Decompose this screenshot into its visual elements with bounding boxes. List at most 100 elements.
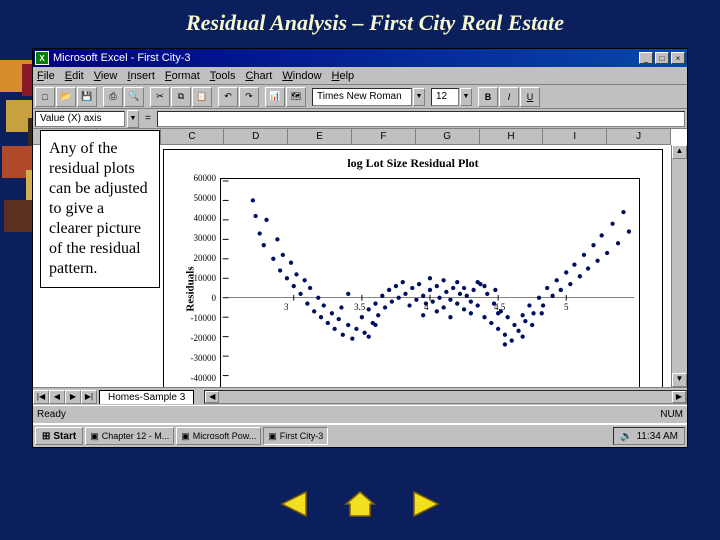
tray-icon[interactable]: 🔊: [620, 431, 632, 442]
x-tick-label: 3.5: [354, 302, 365, 312]
plot-area: [220, 178, 640, 387]
tab-prev-icon[interactable]: ◀: [49, 390, 65, 404]
menu-tools[interactable]: Tools: [210, 70, 236, 82]
chart-icon[interactable]: 📊: [265, 87, 285, 107]
column-header[interactable]: D: [224, 129, 288, 144]
clock: 11:34 AM: [636, 431, 678, 442]
menu-format[interactable]: Format: [165, 70, 200, 82]
scatter-plot: [221, 179, 639, 387]
formula-input[interactable]: [157, 111, 685, 127]
menu-edit[interactable]: Edit: [65, 70, 84, 82]
x-tick-label: 5: [564, 302, 569, 312]
excel-icon: X: [35, 51, 49, 65]
x-tick-label: 4: [424, 302, 429, 312]
y-tick-label: 60000: [184, 173, 216, 183]
font-size-box[interactable]: 12: [431, 88, 459, 106]
formula-bar: Value (X) axis ▼ =: [33, 109, 687, 129]
slide-nav: [276, 488, 444, 520]
horizontal-scrollbar[interactable]: ◀▶: [204, 390, 687, 404]
name-box[interactable]: Value (X) axis: [35, 111, 125, 127]
status-left: Ready: [37, 409, 66, 420]
triangle-left-icon: [276, 488, 312, 520]
y-tick-label: 50000: [184, 193, 216, 203]
y-tick-label: 10000: [184, 273, 216, 283]
print-icon[interactable]: ⎙: [103, 87, 123, 107]
close-button[interactable]: ×: [671, 52, 685, 64]
y-tick-label: 20000: [184, 253, 216, 263]
column-header[interactable]: H: [480, 129, 544, 144]
menu-insert[interactable]: Insert: [127, 70, 155, 82]
name-dropdown-icon[interactable]: ▼: [127, 110, 139, 128]
font-dropdown-icon[interactable]: ▼: [413, 88, 425, 106]
copy-icon[interactable]: ⧉: [171, 87, 191, 107]
size-dropdown-icon[interactable]: ▼: [460, 88, 472, 106]
app-icon: ▣: [181, 431, 190, 442]
save-icon[interactable]: 💾: [77, 87, 97, 107]
tab-last-icon[interactable]: ▶|: [81, 390, 97, 404]
chart-title: log Lot Size Residual Plot: [164, 156, 662, 171]
preview-icon[interactable]: 🔍: [124, 87, 144, 107]
new-icon[interactable]: □: [35, 87, 55, 107]
taskbar-item-label: First City-3: [280, 431, 324, 441]
x-tick-label: 4.5: [494, 302, 505, 312]
column-header[interactable]: C: [161, 129, 225, 144]
column-header[interactable]: G: [416, 129, 480, 144]
standard-toolbar: □ 📂 💾 ⎙ 🔍 ✂ ⧉ 📋 ↶ ↷ 📊 🗺 Times New Roman …: [33, 85, 687, 109]
status-right: NUM: [660, 409, 683, 420]
map-icon[interactable]: 🗺: [286, 87, 306, 107]
menu-file[interactable]: File: [37, 70, 55, 82]
y-tick-label: 0: [184, 293, 216, 303]
font-name-box[interactable]: Times New Roman: [312, 88, 412, 106]
tab-next-icon[interactable]: ▶: [65, 390, 81, 404]
minimize-button[interactable]: _: [639, 52, 653, 64]
triangle-right-icon: [408, 488, 444, 520]
taskbar-item[interactable]: ▣Chapter 12 - M...: [85, 427, 174, 445]
column-header[interactable]: J: [607, 129, 671, 144]
callout-text: Any of the residual plots can be adjuste…: [49, 140, 148, 277]
open-icon[interactable]: 📂: [56, 87, 76, 107]
undo-icon[interactable]: ↶: [218, 87, 238, 107]
chart-object[interactable]: log Lot Size Residual Plot Residuals log…: [163, 149, 663, 387]
window-title: Microsoft Excel - First City-3: [53, 52, 639, 64]
redo-icon[interactable]: ↷: [239, 87, 259, 107]
cut-icon[interactable]: ✂: [150, 87, 170, 107]
prev-slide-button[interactable]: [276, 488, 312, 520]
maximize-button[interactable]: □: [655, 52, 669, 64]
vertical-scrollbar[interactable]: ▲▼: [671, 145, 687, 387]
menu-view[interactable]: View: [94, 70, 118, 82]
x-tick-label: 3: [284, 302, 289, 312]
taskbar: ⊞ Start ▣Chapter 12 - M...▣Microsoft Pow…: [33, 423, 687, 447]
column-header[interactable]: F: [352, 129, 416, 144]
tab-nav: |◀ ◀ ▶ ▶|: [33, 390, 97, 404]
task-items: ▣Chapter 12 - M...▣Microsoft Pow...▣Firs…: [85, 427, 328, 445]
tab-first-icon[interactable]: |◀: [33, 390, 49, 404]
menu-chart[interactable]: Chart: [245, 70, 272, 82]
paste-icon[interactable]: 📋: [192, 87, 212, 107]
system-tray: 🔊 11:34 AM: [613, 427, 685, 445]
bold-icon[interactable]: B: [478, 87, 498, 107]
start-button[interactable]: ⊞ Start: [35, 427, 83, 445]
menu-window[interactable]: Window: [282, 70, 321, 82]
column-header[interactable]: E: [288, 129, 352, 144]
menu-help[interactable]: Help: [332, 70, 355, 82]
underline-icon[interactable]: U: [520, 87, 540, 107]
app-icon: ▣: [90, 431, 99, 442]
y-tick-label: 30000: [184, 233, 216, 243]
taskbar-item[interactable]: ▣Microsoft Pow...: [176, 427, 261, 445]
y-tick-label: -10000: [184, 313, 216, 323]
taskbar-item[interactable]: ▣First City-3: [263, 427, 328, 445]
italic-icon[interactable]: I: [499, 87, 519, 107]
taskbar-item-label: Chapter 12 - M...: [102, 431, 170, 441]
y-tick-label: -20000: [184, 333, 216, 343]
house-icon: [342, 488, 378, 520]
titlebar: X Microsoft Excel - First City-3 _ □ ×: [33, 49, 687, 67]
column-header[interactable]: I: [543, 129, 607, 144]
y-tick-label: 40000: [184, 213, 216, 223]
next-slide-button[interactable]: [408, 488, 444, 520]
start-label: Start: [53, 431, 76, 442]
windows-icon: ⊞: [42, 431, 50, 442]
menubar: File Edit View Insert Format Tools Chart Window…: [33, 67, 687, 85]
statusbar: Ready NUM: [33, 405, 687, 423]
home-button[interactable]: [342, 488, 378, 520]
sheet-tab[interactable]: Homes-Sample 3: [99, 390, 194, 404]
